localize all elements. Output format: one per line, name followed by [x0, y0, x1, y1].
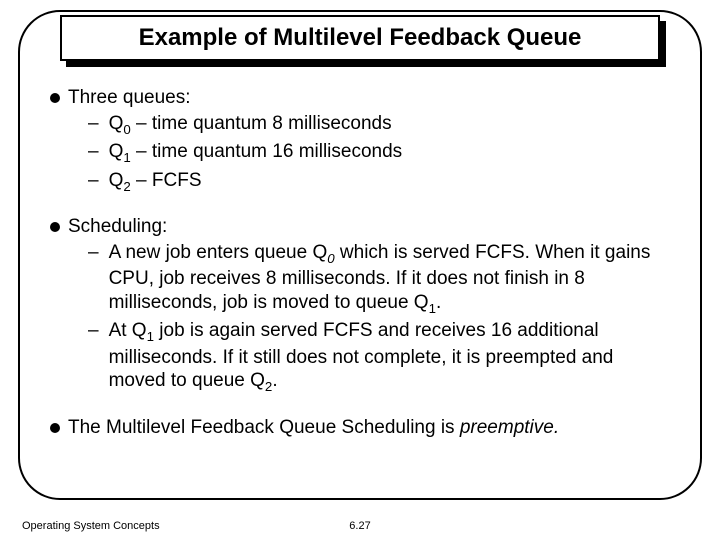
- footer-page-number: 6.27: [0, 520, 720, 532]
- sub-item-q1: – Q1 – time quantum 16 milliseconds: [88, 140, 670, 166]
- slide-content: Three queues: – Q0 – time quantum 8 mill…: [50, 80, 670, 440]
- title-box: Example of Multilevel Feedback Queue: [60, 15, 660, 61]
- dash-icon: –: [88, 112, 99, 136]
- txt: .: [272, 370, 277, 391]
- bullet-text: Scheduling:: [68, 215, 670, 239]
- q-desc: – time quantum 8 milliseconds: [131, 113, 392, 134]
- q-desc: – FCFS: [131, 170, 202, 191]
- sub-text: Q0 – time quantum 8 milliseconds: [109, 112, 670, 138]
- bullet-scheduling: Scheduling:: [50, 215, 670, 239]
- txt: At Q: [109, 320, 147, 341]
- bullet-text: Three queues:: [68, 86, 670, 110]
- sub-text: A new job enters queue Q0 which is serve…: [109, 241, 670, 318]
- txt: job is again served FCFS and receives 16…: [109, 320, 614, 391]
- q-desc: – time quantum 16 milliseconds: [131, 141, 402, 162]
- sub-item-sched2: – At Q1 job is again served FCFS and rec…: [88, 319, 670, 396]
- q-sub: 0: [123, 122, 130, 137]
- txt: A new job enters queue Q: [109, 242, 328, 263]
- q-label: Q: [109, 170, 124, 191]
- q-sub: 1: [429, 301, 436, 316]
- q-label: Q: [109, 141, 124, 162]
- txt-italic: preemptive.: [460, 417, 559, 438]
- bullet-dot-icon: [50, 222, 60, 232]
- q-label: Q: [109, 113, 124, 134]
- sub-item-sched1: – A new job enters queue Q0 which is ser…: [88, 241, 670, 318]
- bullet-dot-icon: [50, 93, 60, 103]
- txt: The Multilevel Feedback Queue Scheduling…: [68, 417, 460, 438]
- q-sub: 1: [147, 329, 154, 344]
- dash-icon: –: [88, 140, 99, 164]
- dash-icon: –: [88, 319, 99, 343]
- sub-text: Q1 – time quantum 16 milliseconds: [109, 140, 670, 166]
- sub-list-queues: – Q0 – time quantum 8 milliseconds – Q1 …: [88, 112, 670, 195]
- bullet-preemptive: The Multilevel Feedback Queue Scheduling…: [50, 416, 670, 440]
- bullet-text: The Multilevel Feedback Queue Scheduling…: [68, 416, 670, 440]
- q-sub: 1: [123, 150, 130, 165]
- txt: .: [436, 292, 441, 313]
- bullet-dot-icon: [50, 423, 60, 433]
- q-sub: 2: [123, 178, 130, 193]
- dash-icon: –: [88, 241, 99, 265]
- q-sub: 0: [327, 251, 334, 266]
- slide-title: Example of Multilevel Feedback Queue: [139, 24, 582, 52]
- sub-list-scheduling: – A new job enters queue Q0 which is ser…: [88, 241, 670, 396]
- sub-item-q2: – Q2 – FCFS: [88, 169, 670, 195]
- sub-item-q0: – Q0 – time quantum 8 milliseconds: [88, 112, 670, 138]
- sub-text: Q2 – FCFS: [109, 169, 670, 195]
- sub-text: At Q1 job is again served FCFS and recei…: [109, 319, 670, 396]
- dash-icon: –: [88, 169, 99, 193]
- bullet-three-queues: Three queues:: [50, 86, 670, 110]
